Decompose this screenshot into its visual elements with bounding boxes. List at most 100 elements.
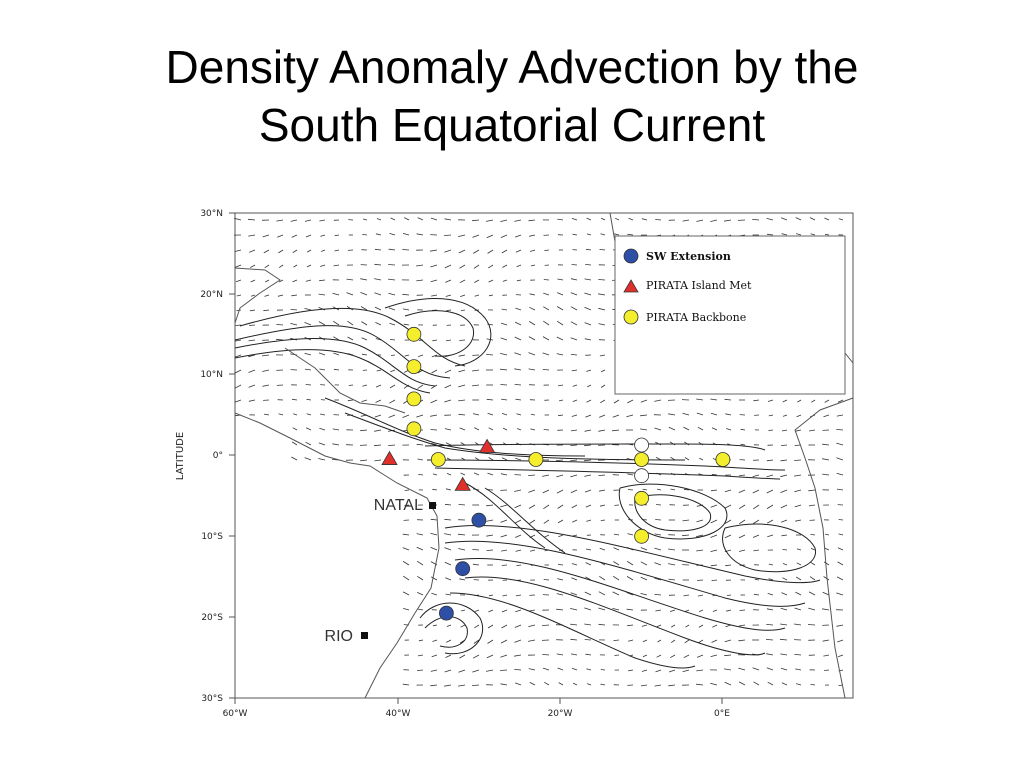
latitude-axis: 30°N 20°N 10°N 0° 10°S 20°S 30°S [200, 209, 235, 704]
velocity-vector [836, 414, 844, 417]
velocity-vector [613, 233, 620, 236]
velocity-vector [542, 667, 550, 671]
velocity-vector [768, 414, 774, 417]
velocity-vector [418, 354, 424, 357]
velocity-vector [277, 234, 284, 238]
velocity-vector [572, 534, 578, 537]
velocity-vector [780, 623, 788, 626]
velocity-vector [557, 578, 564, 581]
velocity-vector [682, 669, 690, 673]
velocity-vector [418, 639, 424, 642]
streamline [722, 523, 816, 573]
velocity-vector [683, 654, 690, 659]
velocity-vector [782, 414, 788, 417]
velocity-vector [613, 561, 620, 566]
velocity-vector [486, 669, 494, 672]
velocity-vector [293, 413, 298, 416]
velocity-vector [655, 219, 662, 221]
velocity-vector [249, 264, 256, 269]
velocity-vector [500, 654, 508, 658]
velocity-vector [626, 592, 634, 596]
caribbean-coast [234, 267, 281, 324]
velocity-vector [682, 534, 690, 537]
velocity-vector [529, 519, 536, 524]
velocity-vector [486, 519, 494, 522]
velocity-vector [404, 217, 410, 221]
velocity-vector [487, 412, 494, 416]
velocity-vector [487, 639, 494, 644]
velocity-vector [782, 549, 788, 551]
velocity-vector [278, 264, 284, 268]
title-line-1: Density Anomaly Advection by the [165, 41, 859, 93]
velocity-vector [586, 668, 592, 671]
station-backbone [406, 326, 422, 342]
velocity-vector [430, 518, 438, 521]
station-sw [455, 561, 471, 577]
velocity-vector [515, 307, 522, 311]
velocity-vector [697, 579, 704, 581]
velocity-vector [416, 414, 424, 418]
station-backbone [406, 391, 422, 407]
velocity-vector [556, 353, 564, 356]
velocity-vector [515, 609, 522, 613]
velocity-vector [514, 336, 522, 341]
velocity-vector [766, 667, 774, 671]
velocity-vector [472, 654, 480, 659]
velocity-vector [794, 474, 802, 477]
velocity-vector [417, 458, 424, 461]
velocity-vector [724, 639, 732, 643]
velocity-vector [486, 219, 494, 222]
velocity-vector [738, 667, 746, 671]
velocity-vector [780, 504, 788, 509]
velocity-vector [458, 399, 466, 402]
velocity-vector [542, 336, 550, 341]
velocity-vector [319, 279, 326, 282]
velocity-vector [430, 414, 438, 417]
velocity-vector [444, 684, 452, 687]
velocity-vector [375, 322, 382, 326]
velocity-vector [234, 384, 242, 389]
velocity-vector [572, 519, 578, 523]
velocity-vector [502, 279, 508, 282]
velocity-vector [431, 354, 438, 358]
velocity-vector [305, 427, 312, 431]
velocity-vector [780, 607, 788, 611]
velocity-vector [586, 399, 592, 403]
velocity-vector [444, 384, 452, 389]
velocity-vector [699, 457, 704, 461]
velocity-vector [361, 321, 368, 326]
velocity-vector [472, 684, 480, 686]
velocity-vector [640, 684, 648, 687]
velocity-vector [585, 653, 592, 656]
streamline [344, 412, 686, 461]
velocity-vector [276, 338, 284, 341]
velocity-vector [654, 562, 662, 566]
velocity-vector [333, 264, 340, 267]
svg-text:20°W: 20°W [548, 709, 573, 719]
velocity-vector [306, 398, 312, 401]
natal-label: NATAL [374, 497, 423, 514]
velocity-vector [445, 442, 452, 446]
velocity-vector [416, 546, 424, 551]
velocity-vector [796, 562, 802, 566]
velocity-vector [263, 249, 270, 254]
velocity-vector [655, 519, 662, 521]
velocity-vector [529, 682, 536, 686]
velocity-vector [265, 279, 270, 283]
streamline [234, 349, 431, 394]
velocity-vector [685, 624, 690, 628]
velocity-vector [278, 413, 284, 416]
station-backbone [406, 421, 422, 437]
velocity-vector [418, 474, 424, 476]
velocity-vector [641, 218, 648, 221]
velocity-vector [431, 576, 438, 581]
streamline [424, 616, 468, 648]
velocity-vector [430, 429, 438, 431]
velocity-vector [836, 429, 844, 431]
velocity-vector [402, 561, 410, 566]
velocity-vector [431, 592, 438, 596]
velocity-vector [389, 384, 396, 389]
velocity-vector [460, 472, 466, 476]
velocity-vector [612, 575, 620, 581]
velocity-vector [388, 292, 396, 296]
